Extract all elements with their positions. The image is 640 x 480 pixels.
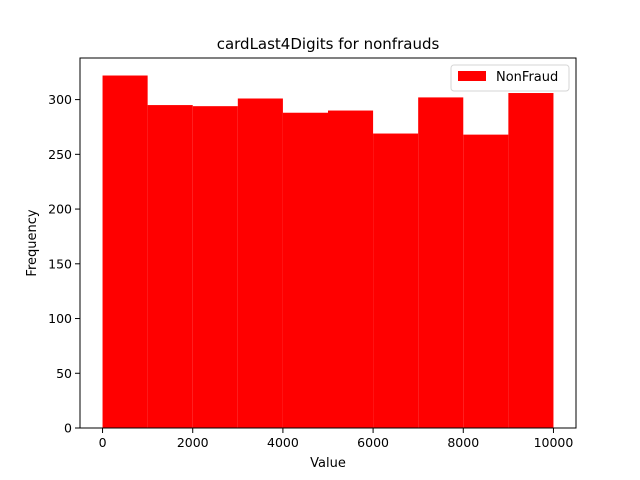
y-tick-label: 150 xyxy=(48,256,72,271)
y-axis-label: Frequency xyxy=(25,209,40,276)
chart-title: cardLast4Digits for nonfrauds xyxy=(217,35,440,53)
histogram-bar xyxy=(102,75,148,428)
histogram-bar xyxy=(328,110,374,429)
bars-group xyxy=(102,75,554,429)
x-tick-label: 4000 xyxy=(267,435,299,450)
y-tick-label: 250 xyxy=(48,147,72,162)
histogram-bar xyxy=(282,112,328,428)
x-axis-label: Value xyxy=(310,456,346,471)
legend-label: NonFraud xyxy=(496,70,558,85)
x-axis-ticks: 0 2000 4000 6000 8000 10000 xyxy=(99,428,574,450)
plot-frame xyxy=(79,57,577,429)
x-tick-label: 0 xyxy=(99,435,107,450)
y-tick-label: 300 xyxy=(48,92,72,107)
x-tick-label: 10000 xyxy=(534,435,574,450)
x-tick-label: 6000 xyxy=(357,435,389,450)
y-tick-label: 0 xyxy=(64,421,72,436)
histogram-bar xyxy=(373,133,419,429)
legend: NonFraud xyxy=(450,64,570,92)
histogram-bar xyxy=(237,98,283,428)
histogram-bar xyxy=(147,105,193,428)
x-tick-label: 2000 xyxy=(177,435,209,450)
histogram-bar xyxy=(463,134,509,429)
y-tick-label: 100 xyxy=(48,311,72,326)
x-tick-label: 8000 xyxy=(447,435,479,450)
y-tick-label: 200 xyxy=(48,202,72,217)
y-axis-ticks: 0 50 100 150 200 250 300 xyxy=(48,92,80,436)
histogram-bar xyxy=(508,93,554,428)
histogram-bar xyxy=(192,106,238,428)
legend-swatch xyxy=(458,71,486,81)
histogram-bar xyxy=(418,97,464,428)
y-tick-label: 50 xyxy=(56,366,72,381)
